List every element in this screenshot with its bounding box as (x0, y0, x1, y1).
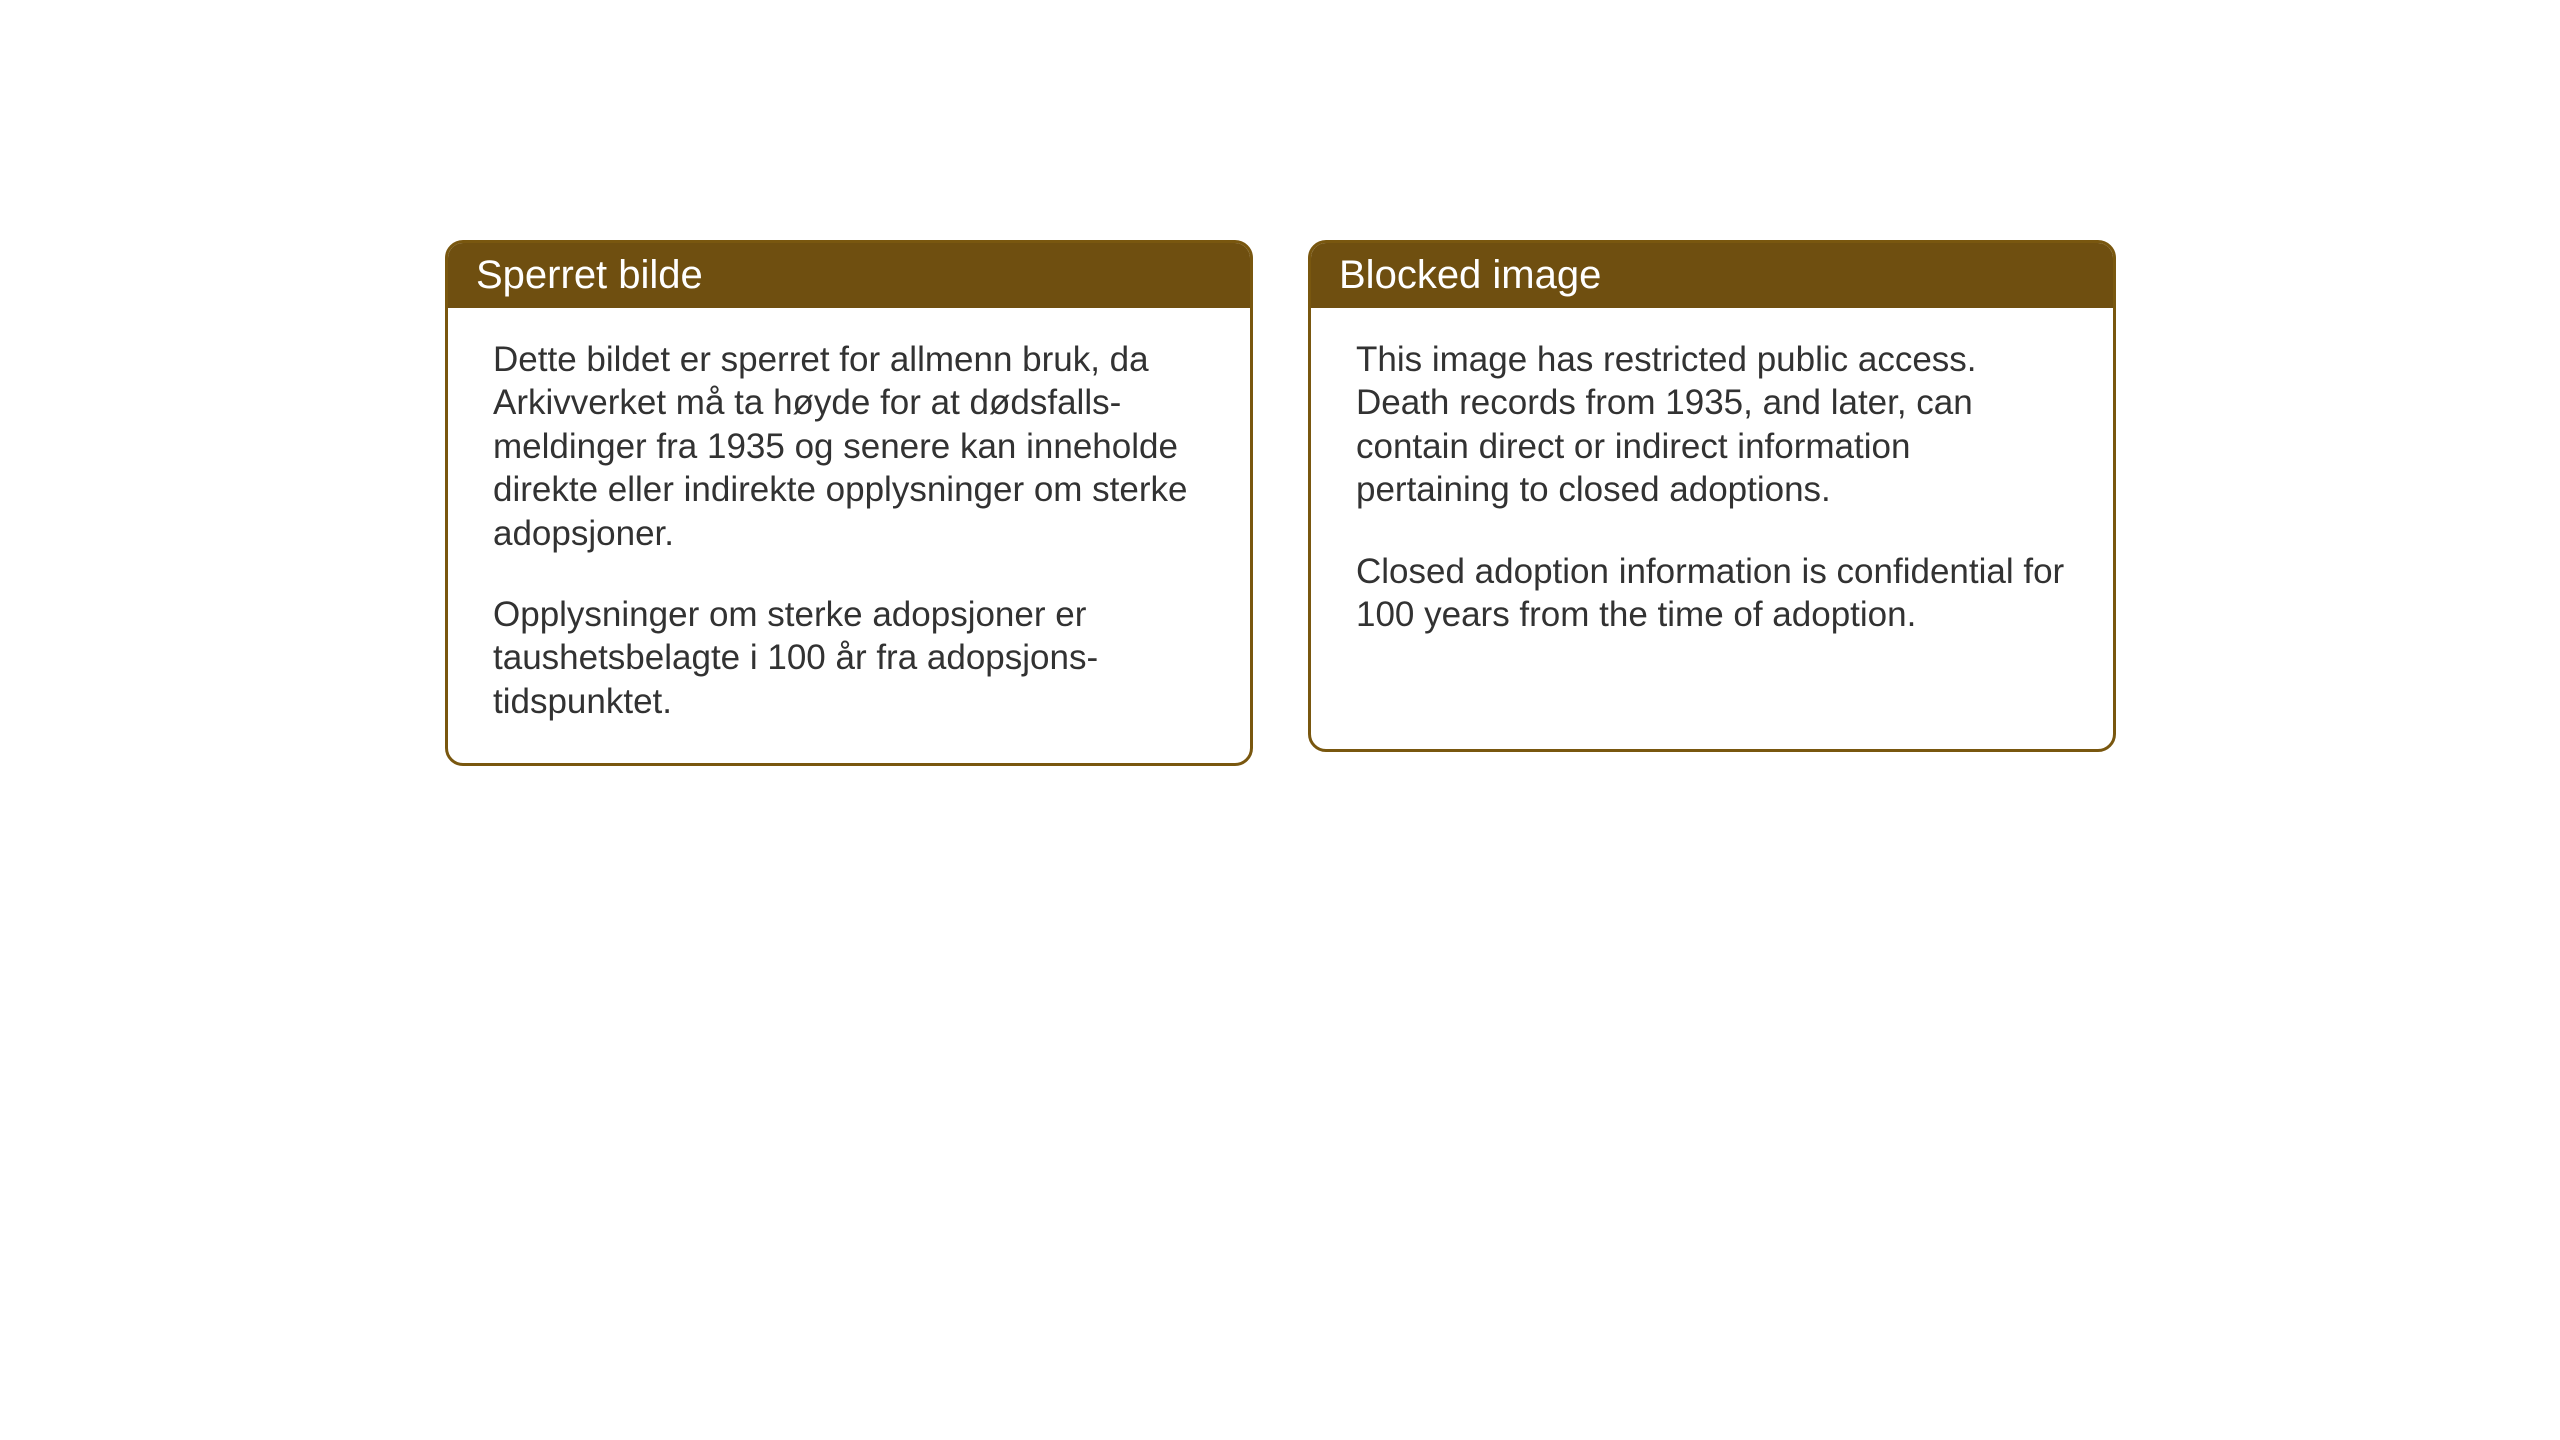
notice-container: Sperret bilde Dette bildet er sperret fo… (445, 240, 2116, 766)
notice-paragraph-2-english: Closed adoption information is confident… (1356, 550, 2068, 637)
card-header-norwegian: Sperret bilde (448, 243, 1250, 308)
card-title-norwegian: Sperret bilde (476, 253, 703, 297)
card-title-english: Blocked image (1339, 253, 1601, 297)
notice-paragraph-2-norwegian: Opplysninger om sterke adopsjoner er tau… (493, 593, 1205, 723)
card-header-english: Blocked image (1311, 243, 2113, 308)
notice-paragraph-1-english: This image has restricted public access.… (1356, 338, 2068, 512)
card-body-english: This image has restricted public access.… (1311, 308, 2113, 676)
card-body-norwegian: Dette bildet er sperret for allmenn bruk… (448, 308, 1250, 763)
blocked-notice-card-norwegian: Sperret bilde Dette bildet er sperret fo… (445, 240, 1253, 766)
blocked-notice-card-english: Blocked image This image has restricted … (1308, 240, 2116, 752)
notice-paragraph-1-norwegian: Dette bildet er sperret for allmenn bruk… (493, 338, 1205, 555)
